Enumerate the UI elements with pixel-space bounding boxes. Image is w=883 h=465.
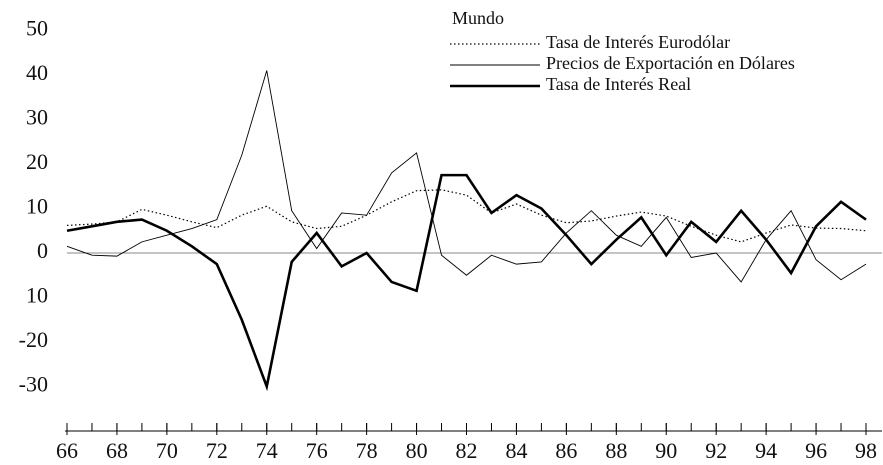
x-tick-label: 86 bbox=[555, 438, 577, 463]
x-tick-label: 78 bbox=[356, 438, 378, 463]
x-tick-label: 66 bbox=[56, 438, 78, 463]
legend-label: Tasa de Interés Eurodólar bbox=[546, 32, 730, 52]
y-tick-label: 10 bbox=[26, 194, 48, 219]
x-tick-label: 74 bbox=[256, 438, 278, 463]
x-tick-label: 68 bbox=[106, 438, 128, 463]
x-tick-label: 76 bbox=[306, 438, 328, 463]
y-tick-label: 0 bbox=[37, 238, 48, 263]
x-tick-label: 88 bbox=[605, 438, 627, 463]
x-tick-label: 80 bbox=[406, 438, 428, 463]
x-tick-label: 82 bbox=[456, 438, 478, 463]
series-line bbox=[66, 70, 867, 283]
y-tick-label: 40 bbox=[26, 60, 48, 85]
y-tick-label: -30 bbox=[19, 372, 48, 397]
y-tick-label: 10 bbox=[26, 283, 48, 308]
x-tick-label: 98 bbox=[855, 438, 877, 463]
x-tick-label: 92 bbox=[705, 438, 727, 463]
series-line bbox=[66, 173, 867, 392]
y-tick-label: 50 bbox=[26, 16, 48, 41]
x-tick-label: 96 bbox=[805, 438, 827, 463]
y-tick-label: -20 bbox=[19, 327, 48, 352]
x-tick-label: 72 bbox=[206, 438, 228, 463]
legend-label: Tasa de Interés Real bbox=[546, 74, 691, 94]
y-tick-label: 30 bbox=[26, 105, 48, 130]
legend-title: Mundo bbox=[452, 8, 504, 28]
legend-label: Precios de Exportación en Dólares bbox=[546, 53, 795, 73]
x-tick-label: 70 bbox=[156, 438, 178, 463]
y-tick-label: 20 bbox=[26, 149, 48, 174]
x-tick-label: 84 bbox=[505, 438, 527, 463]
x-tick-label: 94 bbox=[755, 438, 777, 463]
x-tick-label: 90 bbox=[655, 438, 677, 463]
